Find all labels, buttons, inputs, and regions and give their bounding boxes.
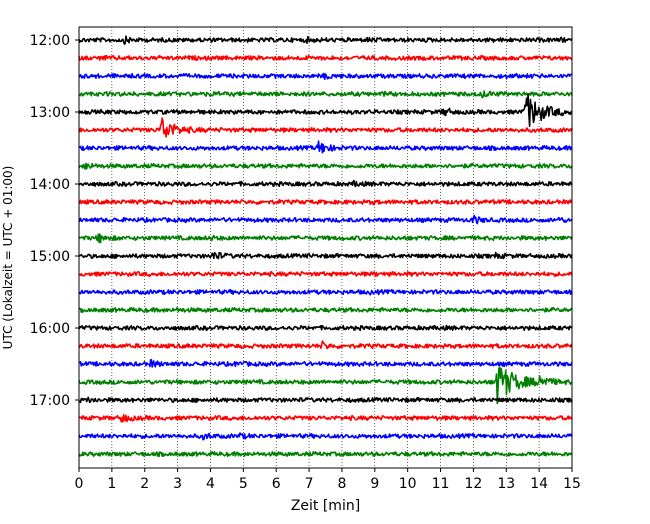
trace-1645	[78, 366, 573, 405]
trace-1545	[78, 306, 573, 314]
x-tick-label: 11	[432, 476, 450, 492]
y-axis-label: UTC (Lokalzeit = UTC + 01:00)	[1, 166, 15, 350]
trace-1515	[78, 270, 573, 278]
x-tick-label: 14	[530, 476, 548, 492]
x-tick-label: 13	[497, 476, 515, 492]
trace-1530	[78, 288, 573, 296]
x-tick-label: 3	[173, 476, 182, 492]
x-tick-label: 0	[75, 476, 84, 492]
y-tick-label: 15:00	[30, 249, 70, 265]
y-tick-label: 14:00	[30, 177, 70, 193]
trace-1445	[78, 233, 573, 244]
plot-frame	[78, 26, 573, 469]
trace-1345	[78, 162, 573, 170]
trace-1300	[78, 93, 573, 127]
y-axis: 12:00 13:00 14:00 15:00 16:00 17:00	[30, 33, 79, 409]
x-tick-label: 7	[305, 476, 314, 492]
trace-1330	[78, 140, 573, 154]
trace-1715	[78, 413, 573, 423]
trace-1600	[78, 324, 573, 332]
trace-1215	[78, 54, 573, 62]
y-tick-label: 12:00	[30, 33, 70, 49]
trace-1745	[78, 450, 573, 458]
traces	[78, 35, 573, 458]
trace-1430	[78, 214, 573, 225]
x-tick-label: 5	[239, 476, 248, 492]
x-tick-label: 1	[107, 476, 116, 492]
y-tick-label: 16:00	[30, 321, 70, 337]
trace-1245	[78, 90, 573, 99]
x-tick-label: 4	[206, 476, 215, 492]
trace-1700	[78, 396, 573, 404]
trace-1200	[78, 35, 573, 45]
trace-1400	[78, 179, 573, 188]
trace-1615	[78, 340, 573, 350]
y-tick-label: 17:00	[30, 393, 70, 409]
trace-1230	[78, 72, 573, 81]
y-tick-label: 13:00	[30, 105, 70, 121]
trace-1315	[78, 117, 573, 138]
x-axis: 0 1 2 3 4 5 6 7 8 9 10 11 12 13 14 15	[75, 468, 581, 492]
x-tick-label: 9	[370, 476, 379, 492]
x-tick-label: 12	[464, 476, 482, 492]
x-tick-label: 15	[563, 476, 581, 492]
x-tick-label: 6	[272, 476, 281, 492]
trace-1415	[78, 198, 573, 206]
trace-1630	[78, 359, 573, 368]
trace-1500	[78, 251, 573, 260]
x-tick-label: 10	[399, 476, 417, 492]
x-axis-label: Zeit [min]	[291, 498, 360, 514]
x-tick-label: 2	[140, 476, 149, 492]
trace-1730	[78, 432, 573, 441]
x-tick-label: 8	[337, 476, 346, 492]
